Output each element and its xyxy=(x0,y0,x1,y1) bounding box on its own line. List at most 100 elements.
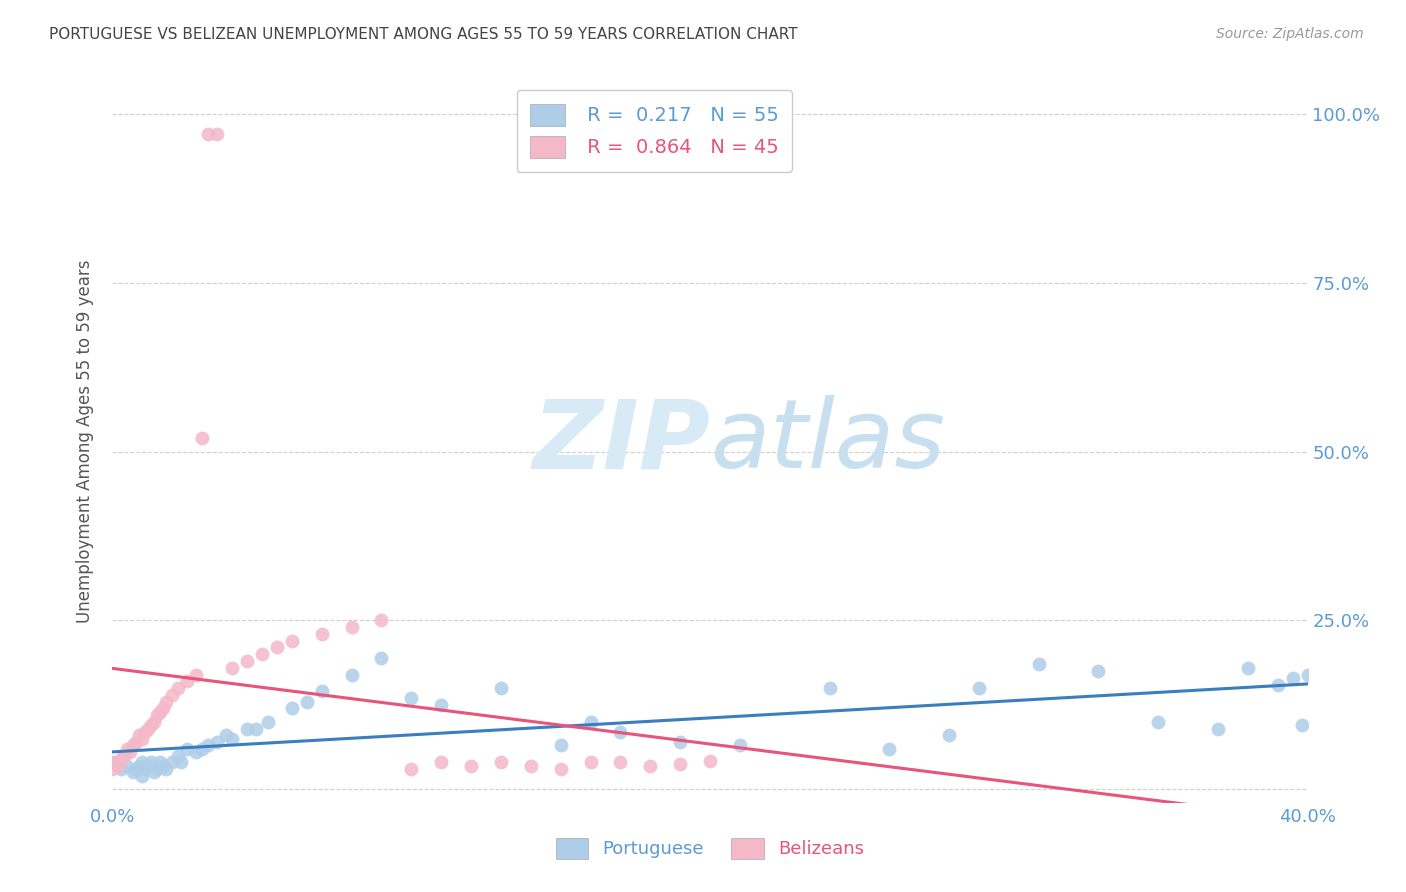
Point xyxy=(1296,667,1319,681)
Point xyxy=(131,769,153,783)
Point xyxy=(579,714,602,729)
Point xyxy=(191,431,214,445)
Point xyxy=(131,731,153,746)
Point xyxy=(176,674,198,689)
Point xyxy=(245,722,267,736)
Point xyxy=(107,758,129,772)
Point xyxy=(176,741,198,756)
Point xyxy=(138,758,160,772)
Point xyxy=(167,748,190,763)
Point xyxy=(149,705,172,719)
Point xyxy=(110,762,132,776)
Point xyxy=(818,681,841,695)
Point xyxy=(122,765,145,780)
Point xyxy=(221,661,243,675)
Text: ZIP: ZIP xyxy=(531,395,710,488)
Point xyxy=(489,756,512,770)
Point xyxy=(117,741,139,756)
Point xyxy=(117,758,139,772)
Point xyxy=(250,647,273,661)
Point xyxy=(1206,722,1229,736)
Point xyxy=(281,701,304,715)
Point xyxy=(430,756,453,770)
Point xyxy=(370,650,392,665)
Point xyxy=(236,654,259,668)
Point xyxy=(101,762,124,776)
Point xyxy=(162,688,183,702)
Point xyxy=(122,739,145,753)
Point xyxy=(967,681,990,695)
Point xyxy=(340,620,363,634)
Point xyxy=(1237,661,1260,675)
Point xyxy=(938,728,960,742)
Point xyxy=(311,627,333,641)
Point xyxy=(1028,657,1050,672)
Point xyxy=(669,756,692,771)
Point xyxy=(134,725,156,739)
Point xyxy=(125,762,148,776)
Point xyxy=(281,633,304,648)
Point xyxy=(370,614,392,628)
Point xyxy=(191,741,214,756)
Point xyxy=(1267,678,1289,692)
Point xyxy=(205,128,228,142)
Text: Source: ZipAtlas.com: Source: ZipAtlas.com xyxy=(1216,27,1364,41)
Point xyxy=(197,739,219,753)
Point xyxy=(155,694,177,708)
Point xyxy=(143,765,166,780)
Point xyxy=(550,762,572,776)
Point xyxy=(699,754,721,768)
Point xyxy=(609,756,631,770)
Point xyxy=(879,741,901,756)
Point xyxy=(401,691,423,706)
Point xyxy=(141,718,163,732)
Point xyxy=(295,694,318,708)
Point xyxy=(152,758,174,772)
Legend: Portuguese, Belizeans: Portuguese, Belizeans xyxy=(548,830,872,866)
Point xyxy=(155,762,177,776)
Point xyxy=(134,762,156,776)
Point xyxy=(640,758,662,772)
Point xyxy=(489,681,512,695)
Point xyxy=(1291,718,1313,732)
Point xyxy=(146,708,169,723)
Point xyxy=(550,739,572,753)
Point xyxy=(257,714,280,729)
Point xyxy=(110,752,132,766)
Point xyxy=(149,756,172,770)
Point xyxy=(1281,671,1303,685)
Point xyxy=(520,758,543,772)
Point xyxy=(125,735,148,749)
Point xyxy=(143,714,166,729)
Point xyxy=(128,758,150,772)
Point xyxy=(104,756,127,770)
Point xyxy=(146,762,169,776)
Point xyxy=(131,756,153,770)
Point xyxy=(186,667,208,681)
Point xyxy=(1147,714,1170,729)
Point xyxy=(205,735,228,749)
Point xyxy=(215,728,238,742)
Point xyxy=(669,735,692,749)
Point xyxy=(430,698,453,712)
Point xyxy=(141,756,163,770)
Point xyxy=(101,756,124,770)
Point xyxy=(236,722,259,736)
Point xyxy=(120,745,142,759)
Y-axis label: Unemployment Among Ages 55 to 59 years: Unemployment Among Ages 55 to 59 years xyxy=(76,260,94,624)
Point xyxy=(340,667,363,681)
Point xyxy=(162,756,183,770)
Point xyxy=(609,725,631,739)
Point xyxy=(460,758,482,772)
Point xyxy=(170,756,193,770)
Point xyxy=(167,681,190,695)
Point xyxy=(128,728,150,742)
Point xyxy=(221,731,243,746)
Text: atlas: atlas xyxy=(710,395,945,488)
Text: PORTUGUESE VS BELIZEAN UNEMPLOYMENT AMONG AGES 55 TO 59 YEARS CORRELATION CHART: PORTUGUESE VS BELIZEAN UNEMPLOYMENT AMON… xyxy=(49,27,797,42)
Point xyxy=(138,722,160,736)
Point xyxy=(401,762,423,776)
Point xyxy=(728,739,751,753)
Point xyxy=(114,748,135,763)
Point xyxy=(579,756,602,770)
